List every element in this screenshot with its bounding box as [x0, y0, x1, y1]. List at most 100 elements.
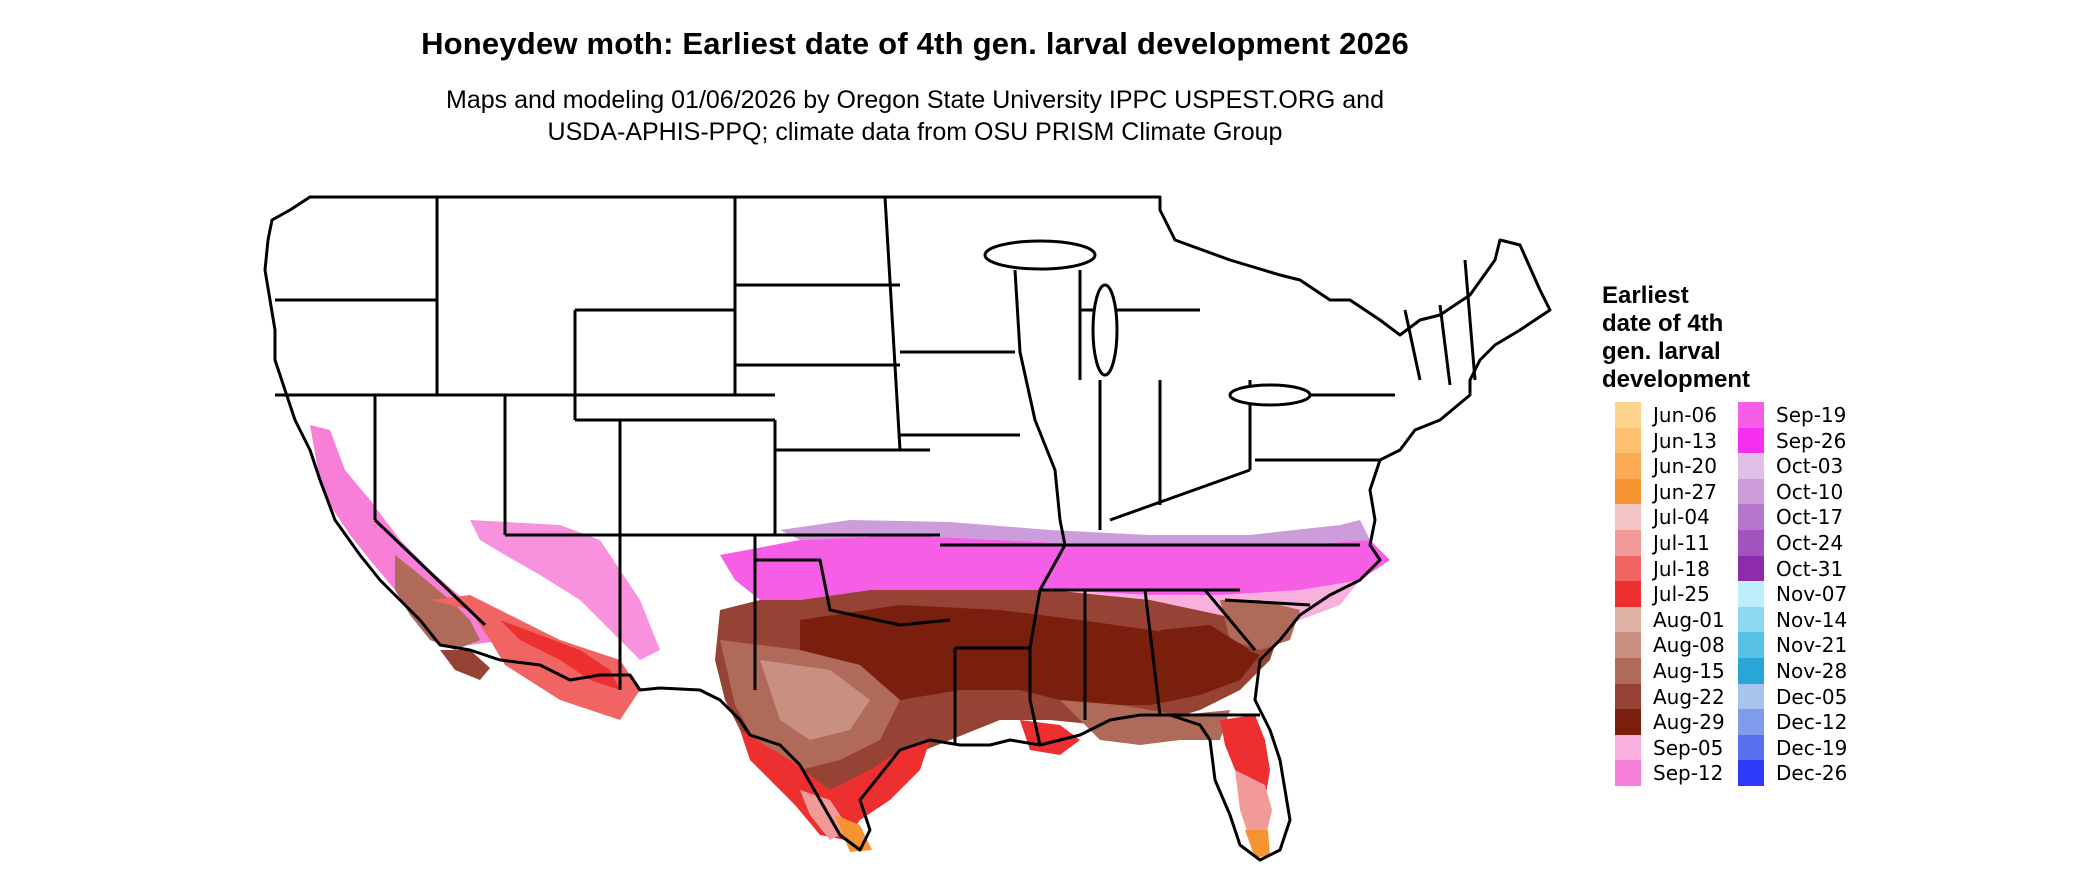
ok-tx-border — [755, 558, 951, 627]
legend-label: Nov-28 — [1776, 658, 1848, 683]
legend-label: Sep-05 — [1653, 735, 1724, 760]
us-map — [263, 195, 1552, 862]
legend-swatch — [1738, 734, 1764, 761]
legend-swatch — [1738, 632, 1764, 658]
legend-label: Oct-17 — [1776, 505, 1844, 530]
legend-swatch — [1738, 529, 1764, 556]
fill-arizona-red-dark — [500, 620, 620, 690]
legend-swatch — [1615, 734, 1641, 761]
legend-swatch — [1615, 632, 1641, 658]
ny-vt-border — [1403, 309, 1422, 381]
legend-swatch — [1738, 760, 1764, 786]
fill-florida-red — [1220, 715, 1270, 800]
legend-swatch — [1738, 453, 1764, 479]
great-lakes — [983, 239, 1312, 407]
fill-southern-purple — [780, 520, 1370, 545]
nv-ca-diag — [373, 518, 487, 627]
legend-swatch — [1738, 581, 1764, 607]
legend-swatch — [1738, 683, 1764, 710]
fill-southeast-aug15 — [1060, 700, 1230, 745]
legend-label: Jul-18 — [1653, 556, 1710, 581]
legend-swatch — [1615, 555, 1641, 582]
fill-texas-south-pink — [800, 790, 850, 840]
fill-se-california-brown — [440, 650, 490, 680]
legend-label: Dec-19 — [1776, 735, 1848, 760]
legend-swatch — [1615, 453, 1641, 479]
legend-title-line: Earliest — [1602, 282, 1689, 309]
legend-swatch — [1615, 529, 1641, 556]
legend-label: Jun-13 — [1653, 428, 1717, 453]
fill-carolina-aug15 — [1220, 600, 1300, 650]
fill-carolina-brown — [1160, 625, 1250, 690]
lake-erie — [1228, 383, 1312, 407]
legend-swatch — [1615, 581, 1641, 607]
legend-label: Oct-24 — [1776, 530, 1844, 555]
legend-swatch — [1615, 504, 1641, 530]
legend-label: Dec-05 — [1776, 684, 1848, 709]
legend-label: Oct-03 — [1776, 454, 1844, 479]
fill-sw-magenta-edge — [470, 520, 660, 660]
legend-swatch — [1615, 657, 1641, 684]
fill-arizona-red — [430, 595, 640, 720]
legend-swatch — [1738, 478, 1764, 505]
legend-swatch — [1615, 427, 1641, 454]
ga-sc-border — [1203, 589, 1257, 651]
map-title: Honeydew moth: Earliest date of 4th gen.… — [421, 26, 1409, 61]
legend-title-line: gen. larval — [1602, 338, 1721, 365]
legend-swatch — [1738, 657, 1764, 684]
legend-label: Dec-26 — [1776, 761, 1848, 786]
legend-label: Dec-12 — [1776, 710, 1848, 735]
oh-ky-border — [1109, 468, 1251, 522]
al-ga-border — [1143, 589, 1162, 716]
legend-swatch — [1738, 606, 1764, 633]
legend-swatch — [1615, 478, 1641, 505]
legend-swatch — [1738, 402, 1764, 428]
legend-label: Aug-29 — [1653, 710, 1725, 735]
legend-label: Aug-01 — [1653, 607, 1725, 632]
legend-swatch — [1615, 683, 1641, 710]
legend-title-line: date of 4th — [1602, 310, 1724, 337]
legend-title: Earliest date of 4th gen. larval develop… — [1602, 282, 1802, 394]
dakota-east — [883, 196, 902, 451]
map-subtitle-line-2: USDA-APHIS-PPQ; climate data from OSU PR… — [547, 118, 1283, 146]
legend-label: Sep-19 — [1776, 403, 1847, 427]
legend-label: Sep-26 — [1776, 428, 1847, 453]
legend-label: Jun-20 — [1653, 454, 1717, 479]
nc-sc-border — [1224, 598, 1311, 607]
legend-swatch — [1738, 709, 1764, 735]
legend-title-line: development — [1602, 366, 1751, 393]
legend-label: Nov-14 — [1776, 607, 1848, 632]
fill-texas-aug08 — [760, 660, 870, 740]
legend-swatch — [1738, 427, 1764, 454]
fill-california-brown — [395, 555, 480, 650]
us-outline — [263, 195, 1552, 862]
legend-label: Nov-07 — [1776, 582, 1848, 607]
state-boundaries — [263, 195, 1552, 862]
legend-label: Nov-21 — [1776, 633, 1848, 658]
fill-florida-pink — [1235, 770, 1272, 840]
legend-label: Oct-31 — [1776, 556, 1844, 581]
legend-label: Aug-08 — [1653, 633, 1725, 658]
legend-label: Aug-22 — [1653, 684, 1725, 709]
legend-label: Jun-27 — [1653, 479, 1717, 504]
lake-michigan — [1091, 283, 1119, 377]
phenology-fill — [310, 425, 1390, 858]
legend-swatch — [1615, 709, 1641, 735]
nh-me-border — [1463, 259, 1477, 381]
legend-swatch — [1615, 402, 1641, 428]
legend-label: Jul-04 — [1653, 505, 1710, 530]
legend-swatch — [1738, 555, 1764, 582]
map-subtitle-line-1: Maps and modeling 01/06/2026 by Oregon S… — [446, 86, 1384, 114]
legend-label: Jul-25 — [1653, 582, 1710, 607]
vt-nh-border — [1438, 304, 1452, 386]
legend-swatch — [1738, 504, 1764, 530]
lake-superior — [983, 239, 1097, 271]
legend-label: Sep-12 — [1653, 761, 1724, 786]
fill-southern-magenta — [720, 535, 1390, 600]
legend-label: Oct-10 — [1776, 479, 1844, 504]
legend-label: Jul-11 — [1653, 530, 1710, 555]
mississippi-river-border — [1013, 269, 1067, 746]
legend-label: Jun-06 — [1653, 403, 1717, 427]
legend-swatch — [1615, 606, 1641, 633]
fill-florida-tip-orange — [1245, 830, 1270, 858]
